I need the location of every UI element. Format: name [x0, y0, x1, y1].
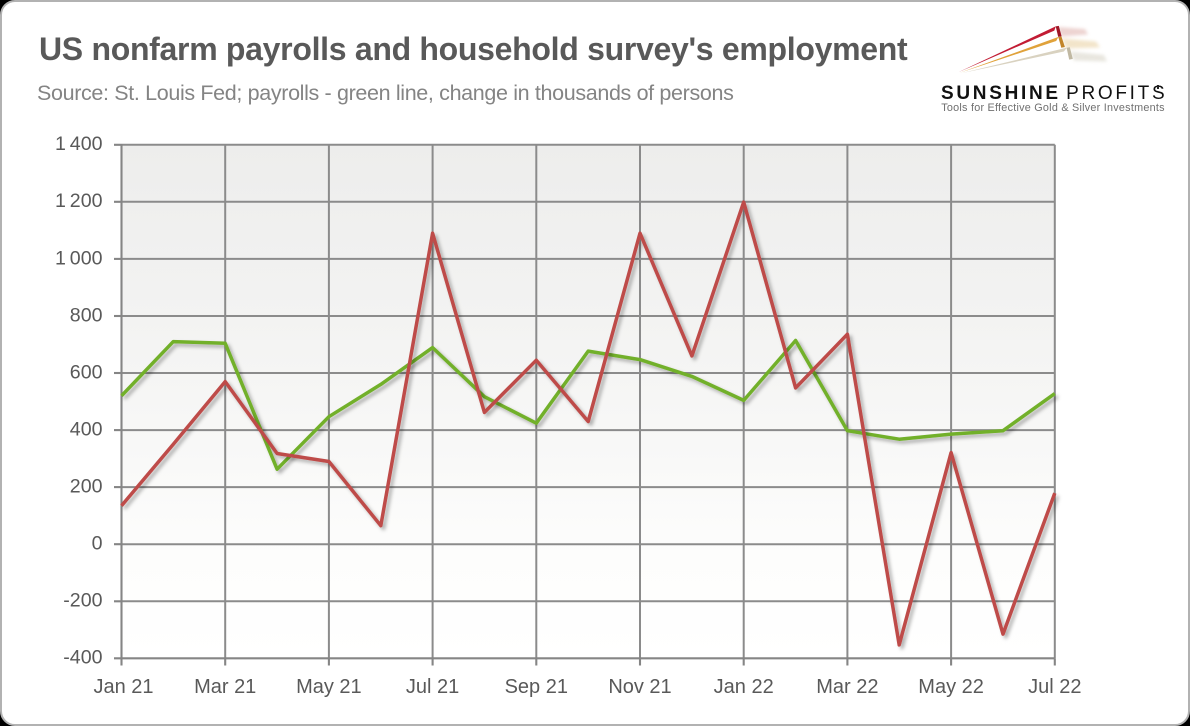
svg-text:Mar 22: Mar 22 — [816, 676, 878, 698]
svg-text:800: 800 — [70, 304, 103, 326]
svg-text:200: 200 — [70, 476, 103, 498]
svg-text:-400: -400 — [63, 647, 102, 669]
svg-text:Sep 21: Sep 21 — [505, 676, 568, 698]
svg-text:Jul 22: Jul 22 — [1028, 676, 1081, 698]
svg-text:1 200: 1 200 — [55, 190, 103, 212]
svg-text:May 21: May 21 — [296, 676, 362, 698]
svg-text:Jan 21: Jan 21 — [93, 676, 153, 698]
svg-text:Mar 21: Mar 21 — [194, 676, 256, 698]
svg-text:1 400: 1 400 — [55, 133, 103, 155]
svg-text:Nov 21: Nov 21 — [608, 676, 671, 698]
svg-text:May 22: May 22 — [918, 676, 984, 698]
svg-text:1 000: 1 000 — [55, 247, 103, 269]
svg-text:0: 0 — [92, 533, 103, 555]
svg-text:400: 400 — [70, 419, 103, 441]
svg-text:-200: -200 — [63, 590, 102, 612]
svg-text:600: 600 — [70, 361, 103, 383]
svg-text:Jul 21: Jul 21 — [406, 676, 459, 698]
svg-text:Jan 22: Jan 22 — [714, 676, 774, 698]
